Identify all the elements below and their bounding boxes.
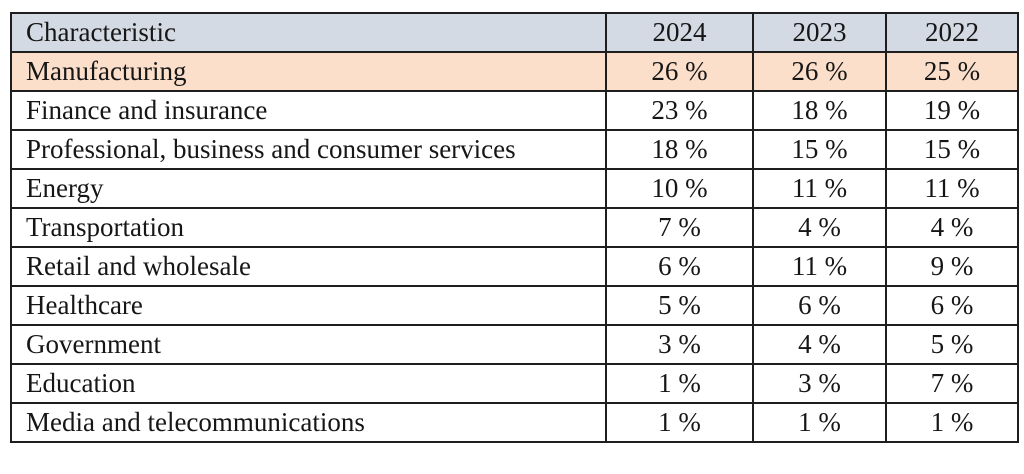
header-row: Characteristic 2024 2023 2022 bbox=[10, 12, 1019, 53]
column-header-2023: 2023 bbox=[752, 12, 887, 53]
value-cell: 7 % bbox=[885, 363, 1019, 404]
row-label: Education bbox=[10, 363, 607, 404]
value-cell: 26 % bbox=[605, 51, 754, 92]
value-cell: 1 % bbox=[752, 402, 887, 443]
value-cell: 15 % bbox=[752, 129, 887, 170]
row-label: Professional, business and consumer serv… bbox=[10, 129, 607, 170]
value-cell: 6 % bbox=[605, 246, 754, 287]
value-cell: 6 % bbox=[752, 285, 887, 326]
table-row-healthcare: Healthcare 5 % 6 % 6 % bbox=[10, 285, 1019, 326]
row-label: Government bbox=[10, 324, 607, 365]
value-cell: 4 % bbox=[885, 207, 1019, 248]
value-cell: 5 % bbox=[885, 324, 1019, 365]
value-cell: 11 % bbox=[752, 246, 887, 287]
table-row-professional-business-consumer-services: Professional, business and consumer serv… bbox=[10, 129, 1019, 170]
table-row-government: Government 3 % 4 % 5 % bbox=[10, 324, 1019, 365]
table-row-manufacturing: Manufacturing 26 % 26 % 25 % bbox=[10, 51, 1019, 92]
value-cell: 9 % bbox=[885, 246, 1019, 287]
value-cell: 1 % bbox=[605, 363, 754, 404]
value-cell: 25 % bbox=[885, 51, 1019, 92]
value-cell: 3 % bbox=[752, 363, 887, 404]
row-label: Healthcare bbox=[10, 285, 607, 326]
row-label: Media and telecommunications bbox=[10, 402, 607, 443]
row-label: Finance and insurance bbox=[10, 90, 607, 131]
row-label: Transportation bbox=[10, 207, 607, 248]
column-header-2024: 2024 bbox=[605, 12, 754, 53]
value-cell: 7 % bbox=[605, 207, 754, 248]
value-cell: 18 % bbox=[752, 90, 887, 131]
value-cell: 26 % bbox=[752, 51, 887, 92]
value-cell: 3 % bbox=[605, 324, 754, 365]
value-cell: 5 % bbox=[605, 285, 754, 326]
value-cell: 11 % bbox=[885, 168, 1019, 209]
value-cell: 11 % bbox=[752, 168, 887, 209]
column-header-characteristic: Characteristic bbox=[10, 12, 607, 53]
table-row-education: Education 1 % 3 % 7 % bbox=[10, 363, 1019, 404]
table-row-finance-and-insurance: Finance and insurance 23 % 18 % 19 % bbox=[10, 90, 1019, 131]
value-cell: 6 % bbox=[885, 285, 1019, 326]
value-cell: 18 % bbox=[605, 129, 754, 170]
value-cell: 1 % bbox=[885, 402, 1019, 443]
value-cell: 10 % bbox=[605, 168, 754, 209]
industry-share-table: Characteristic 2024 2023 2022 Manufactur… bbox=[10, 12, 1019, 443]
row-label: Manufacturing bbox=[10, 51, 607, 92]
table-row-energy: Energy 10 % 11 % 11 % bbox=[10, 168, 1019, 209]
value-cell: 15 % bbox=[885, 129, 1019, 170]
column-header-2022: 2022 bbox=[885, 12, 1019, 53]
value-cell: 19 % bbox=[885, 90, 1019, 131]
value-cell: 1 % bbox=[605, 402, 754, 443]
table-row-transportation: Transportation 7 % 4 % 4 % bbox=[10, 207, 1019, 248]
value-cell: 4 % bbox=[752, 324, 887, 365]
value-cell: 4 % bbox=[752, 207, 887, 248]
table-row-media-and-telecommunications: Media and telecommunications 1 % 1 % 1 % bbox=[10, 402, 1019, 443]
row-label: Retail and wholesale bbox=[10, 246, 607, 287]
row-label: Energy bbox=[10, 168, 607, 209]
value-cell: 23 % bbox=[605, 90, 754, 131]
table-row-retail-and-wholesale: Retail and wholesale 6 % 11 % 9 % bbox=[10, 246, 1019, 287]
